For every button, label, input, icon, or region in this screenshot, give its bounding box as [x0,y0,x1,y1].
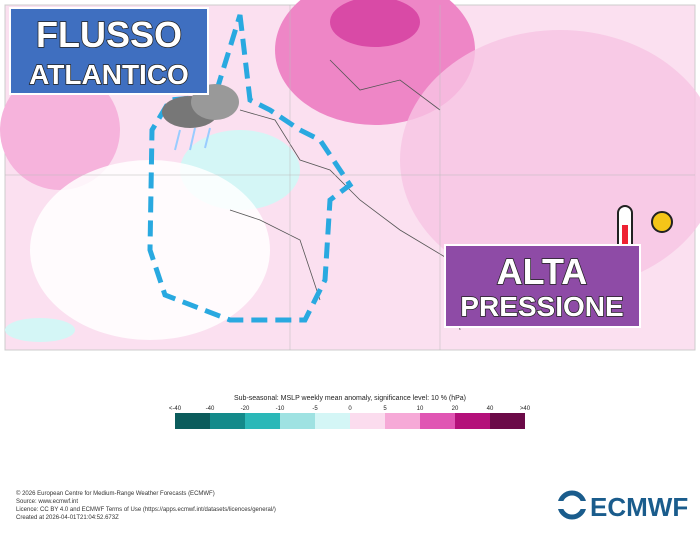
right-label: ALTA PRESSIONE [444,244,641,328]
legend-swatch [385,413,420,429]
legend-swatch [210,413,245,429]
legend-tick-label: -40 [206,406,215,412]
legend-swatch [420,413,455,429]
legend-swatch [455,413,490,429]
legend-swatch [245,413,280,429]
footer-line: © 2026 European Centre for Medium-Range … [16,490,215,497]
legend-tick-label: 40 [487,406,494,412]
legend-tick-label: 0 [348,406,352,412]
legend-swatch [280,413,315,429]
legend-swatch [350,413,385,429]
logo-text: ECMWF [590,492,688,522]
footer-line: Source: www.ecmwf.int [16,499,78,505]
legend: <-40 -40 -20 -10 -5 0 5 10 20 40 >40 [169,406,531,429]
footer-line: Licence: CC BY 4.0 and ECMWF Terms of Us… [16,507,276,513]
legend-title: Sub-seasonal: MSLP weekly mean anomaly, … [234,395,466,402]
legend-tick-label: >40 [520,406,531,412]
legend-tick-label: -20 [241,406,250,412]
legend-swatch [175,413,210,429]
legend-swatch [315,413,350,429]
footer-line: Created at 2026-04-01T21:04:52.673Z [16,515,119,521]
legend-tick-label: 10 [417,406,424,412]
legend-tick-label: -10 [276,406,285,412]
label-line: FLUSSO [36,14,182,55]
legend-tick-label: -5 [312,406,318,412]
label-line: ATLANTICO [29,59,189,90]
legend-tick-label: 5 [383,406,387,412]
legend-tick-label: <-40 [169,406,182,412]
map [0,0,700,351]
label-line: PRESSIONE [460,291,623,322]
legend-tick-label: 20 [452,406,459,412]
logo: ECMWF [556,490,688,522]
legend-swatch [490,413,525,429]
left-label: FLUSSO ATLANTICO [9,7,209,95]
label-line: ALTA [497,251,588,292]
